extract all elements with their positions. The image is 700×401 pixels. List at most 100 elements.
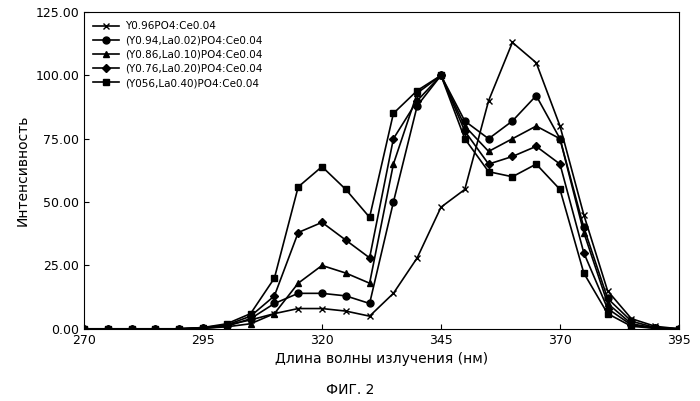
(Y0.76,La0.20)PO4:Ce0.04	[80, 326, 88, 331]
(Y0.86,La0.10)PO4:Ce0.04	[127, 326, 136, 331]
Text: ФИГ. 2: ФИГ. 2	[326, 383, 374, 397]
(Y0.76,La0.20)PO4:Ce0.04	[270, 294, 279, 298]
(Y056,La0.40)PO4:Ce0.04	[342, 187, 350, 192]
Y0.96PO4:Ce0.04	[223, 323, 231, 328]
(Y0.86,La0.10)PO4:Ce0.04	[413, 91, 421, 95]
(Y0.94,La0.02)PO4:Ce0.04	[80, 326, 88, 331]
(Y0.94,La0.02)PO4:Ce0.04	[318, 291, 326, 296]
(Y0.76,La0.20)PO4:Ce0.04	[603, 306, 612, 311]
(Y056,La0.40)PO4:Ce0.04	[151, 326, 160, 331]
(Y0.76,La0.20)PO4:Ce0.04	[484, 162, 493, 166]
(Y056,La0.40)PO4:Ce0.04	[246, 311, 255, 316]
(Y0.94,La0.02)PO4:Ce0.04	[223, 324, 231, 329]
(Y0.86,La0.10)PO4:Ce0.04	[175, 326, 183, 331]
(Y0.94,La0.02)PO4:Ce0.04	[175, 326, 183, 331]
(Y056,La0.40)PO4:Ce0.04	[556, 187, 564, 192]
Y0.96PO4:Ce0.04	[246, 318, 255, 322]
Y0.96PO4:Ce0.04	[508, 40, 517, 45]
Y0.96PO4:Ce0.04	[603, 288, 612, 293]
(Y0.94,La0.02)PO4:Ce0.04	[675, 326, 683, 331]
Y0.96PO4:Ce0.04	[294, 306, 302, 311]
(Y0.76,La0.20)PO4:Ce0.04	[318, 220, 326, 225]
(Y056,La0.40)PO4:Ce0.04	[484, 169, 493, 174]
(Y056,La0.40)PO4:Ce0.04	[270, 276, 279, 281]
(Y0.76,La0.20)PO4:Ce0.04	[151, 326, 160, 331]
Y0.96PO4:Ce0.04	[580, 213, 588, 217]
Y0.96PO4:Ce0.04	[127, 326, 136, 331]
(Y0.94,La0.02)PO4:Ce0.04	[246, 316, 255, 321]
Y0.96PO4:Ce0.04	[437, 205, 445, 210]
(Y056,La0.40)PO4:Ce0.04	[80, 326, 88, 331]
(Y0.94,La0.02)PO4:Ce0.04	[461, 119, 469, 124]
(Y056,La0.40)PO4:Ce0.04	[294, 184, 302, 189]
(Y056,La0.40)PO4:Ce0.04	[175, 326, 183, 331]
(Y0.94,La0.02)PO4:Ce0.04	[651, 325, 659, 330]
(Y0.94,La0.02)PO4:Ce0.04	[413, 103, 421, 108]
Y0.96PO4:Ce0.04	[651, 324, 659, 329]
(Y0.76,La0.20)PO4:Ce0.04	[413, 98, 421, 103]
(Y0.86,La0.10)PO4:Ce0.04	[270, 311, 279, 316]
(Y056,La0.40)PO4:Ce0.04	[389, 111, 398, 116]
(Y0.76,La0.20)PO4:Ce0.04	[389, 136, 398, 141]
(Y0.94,La0.02)PO4:Ce0.04	[294, 291, 302, 296]
(Y056,La0.40)PO4:Ce0.04	[508, 174, 517, 179]
(Y0.94,La0.02)PO4:Ce0.04	[342, 294, 350, 298]
Y0.96PO4:Ce0.04	[556, 124, 564, 128]
(Y056,La0.40)PO4:Ce0.04	[365, 215, 374, 220]
(Y0.76,La0.20)PO4:Ce0.04	[461, 129, 469, 134]
(Y0.86,La0.10)PO4:Ce0.04	[508, 136, 517, 141]
Y-axis label: Интенсивность: Интенсивность	[15, 115, 29, 226]
(Y0.76,La0.20)PO4:Ce0.04	[294, 230, 302, 235]
(Y0.76,La0.20)PO4:Ce0.04	[580, 250, 588, 255]
Y0.96PO4:Ce0.04	[199, 325, 207, 330]
(Y0.94,La0.02)PO4:Ce0.04	[437, 73, 445, 78]
Y0.96PO4:Ce0.04	[175, 326, 183, 331]
(Y0.76,La0.20)PO4:Ce0.04	[104, 326, 112, 331]
(Y0.76,La0.20)PO4:Ce0.04	[627, 323, 636, 328]
(Y056,La0.40)PO4:Ce0.04	[199, 325, 207, 330]
(Y0.76,La0.20)PO4:Ce0.04	[175, 326, 183, 331]
Y0.96PO4:Ce0.04	[461, 187, 469, 192]
Y0.96PO4:Ce0.04	[413, 255, 421, 260]
(Y0.86,La0.10)PO4:Ce0.04	[580, 230, 588, 235]
(Y056,La0.40)PO4:Ce0.04	[104, 326, 112, 331]
Line: (Y056,La0.40)PO4:Ce0.04: (Y056,La0.40)PO4:Ce0.04	[80, 72, 682, 332]
Line: (Y0.76,La0.20)PO4:Ce0.04: (Y0.76,La0.20)PO4:Ce0.04	[81, 73, 682, 332]
(Y0.86,La0.10)PO4:Ce0.04	[318, 263, 326, 268]
Y0.96PO4:Ce0.04	[104, 326, 112, 331]
(Y056,La0.40)PO4:Ce0.04	[318, 164, 326, 169]
(Y0.94,La0.02)PO4:Ce0.04	[151, 326, 160, 331]
(Y0.76,La0.20)PO4:Ce0.04	[223, 323, 231, 328]
(Y0.86,La0.10)PO4:Ce0.04	[627, 321, 636, 326]
(Y0.94,La0.02)PO4:Ce0.04	[199, 326, 207, 331]
(Y0.86,La0.10)PO4:Ce0.04	[294, 281, 302, 286]
(Y0.86,La0.10)PO4:Ce0.04	[675, 326, 683, 331]
(Y056,La0.40)PO4:Ce0.04	[437, 73, 445, 78]
(Y0.76,La0.20)PO4:Ce0.04	[199, 326, 207, 330]
(Y0.86,La0.10)PO4:Ce0.04	[437, 73, 445, 78]
(Y0.94,La0.02)PO4:Ce0.04	[270, 301, 279, 306]
(Y0.86,La0.10)PO4:Ce0.04	[199, 326, 207, 331]
(Y0.76,La0.20)PO4:Ce0.04	[556, 162, 564, 166]
(Y0.76,La0.20)PO4:Ce0.04	[532, 144, 540, 149]
(Y0.86,La0.10)PO4:Ce0.04	[389, 162, 398, 166]
(Y0.94,La0.02)PO4:Ce0.04	[627, 319, 636, 324]
Y0.96PO4:Ce0.04	[80, 326, 88, 331]
Y0.96PO4:Ce0.04	[532, 60, 540, 65]
(Y056,La0.40)PO4:Ce0.04	[461, 136, 469, 141]
Y0.96PO4:Ce0.04	[151, 326, 160, 331]
(Y0.76,La0.20)PO4:Ce0.04	[437, 73, 445, 78]
Y0.96PO4:Ce0.04	[627, 316, 636, 321]
(Y0.94,La0.02)PO4:Ce0.04	[603, 296, 612, 301]
(Y0.94,La0.02)PO4:Ce0.04	[580, 225, 588, 230]
(Y056,La0.40)PO4:Ce0.04	[627, 324, 636, 329]
(Y056,La0.40)PO4:Ce0.04	[223, 321, 231, 326]
(Y056,La0.40)PO4:Ce0.04	[413, 88, 421, 93]
(Y0.94,La0.02)PO4:Ce0.04	[508, 119, 517, 124]
(Y056,La0.40)PO4:Ce0.04	[580, 271, 588, 275]
Line: Y0.96PO4:Ce0.04: Y0.96PO4:Ce0.04	[80, 39, 682, 332]
(Y0.94,La0.02)PO4:Ce0.04	[389, 200, 398, 205]
(Y0.86,La0.10)PO4:Ce0.04	[80, 326, 88, 331]
(Y0.86,La0.10)PO4:Ce0.04	[484, 149, 493, 154]
(Y0.76,La0.20)PO4:Ce0.04	[651, 326, 659, 331]
